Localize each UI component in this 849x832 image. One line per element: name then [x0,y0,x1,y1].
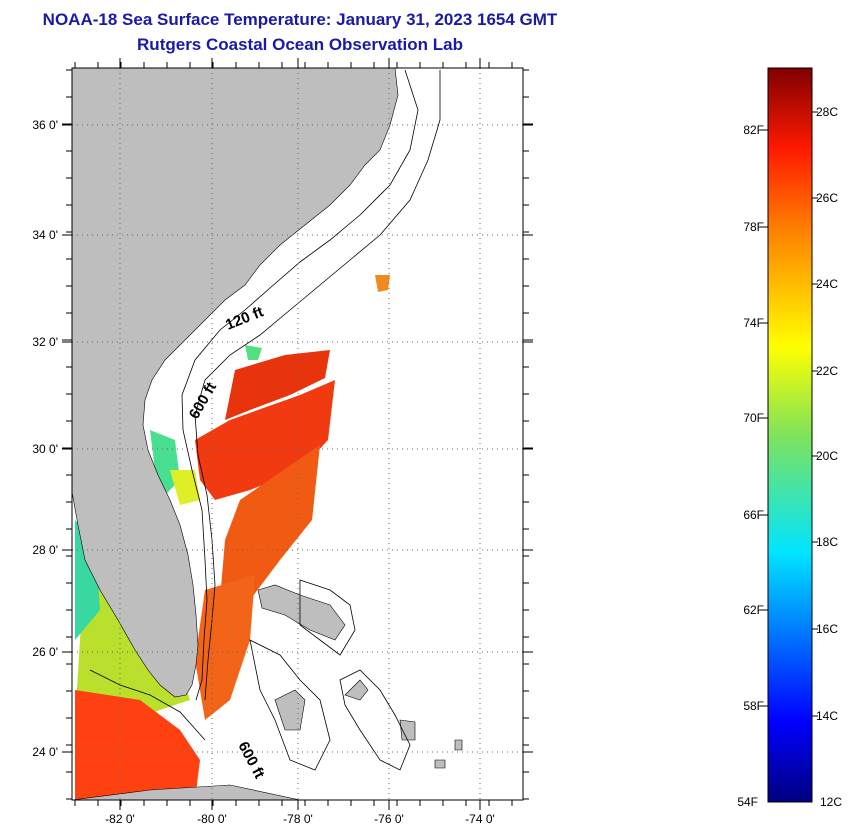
lat-tick-label: 28 0' [32,543,58,557]
colorbar-label-c: 22C [816,364,838,378]
lat-tick-label: 24 0' [32,745,58,759]
colorbar-label-c: 14C [816,709,838,723]
lat-tick-label: 34 0' [32,228,58,242]
lat-tick-label: 26 0' [32,645,58,659]
depth-contours [89,69,441,771]
lon-tick-label: -76 0' [374,812,404,826]
colorbar-gradient [767,67,813,803]
colorbar-ticks [760,111,818,717]
colorbar-label-f: 62F [743,603,764,617]
lat-tick-label: 32 0' [32,335,58,349]
bahamas-islands [72,584,463,800]
sst-map: 120 ft 600 ft 600 ft -82 0' -80 0' -78 0… [32,58,533,826]
lon-tick-label: -74 0' [465,812,495,826]
chart-subtitle: Rutgers Coastal Ocean Observation Lab [137,35,463,54]
graticule [72,68,523,800]
axis-ticks [62,58,533,810]
lon-tick-label: -80 0' [197,812,227,826]
chart-title: NOAA-18 Sea Surface Temperature: January… [42,10,558,29]
colorbar-label-c: 28C [816,105,838,119]
colorbar-label-f: 70F [743,411,764,425]
colorbar-label-c: 26C [816,191,838,205]
colorbar-label-f: 74F [743,316,764,330]
colorbar-label-f: 66F [743,508,764,522]
lat-tick-label: 30 0' [32,442,58,456]
colorbar-label-c: 16C [816,622,838,636]
colorbar-label-c: 20C [816,449,838,463]
colorbar-label-c: 24C [816,277,838,291]
lat-tick-label: 36 0' [32,118,58,132]
lon-tick-label: -82 0' [105,812,135,826]
colorbar-label-c: 18C [816,535,838,549]
colorbar-label-f: 58F [743,699,764,713]
lon-tick-label: -78 0' [283,812,313,826]
land-mass [72,68,399,698]
colorbar-label-c: 12C [820,795,842,809]
colorbar-label-f: 54F [737,795,758,809]
colorbar-label-f: 78F [743,220,764,234]
temperature-colorbar: 82F 78F 74F 70F 66F 62F 58F 54F 28C 26C … [737,67,842,809]
colorbar-label-f: 82F [743,123,764,137]
